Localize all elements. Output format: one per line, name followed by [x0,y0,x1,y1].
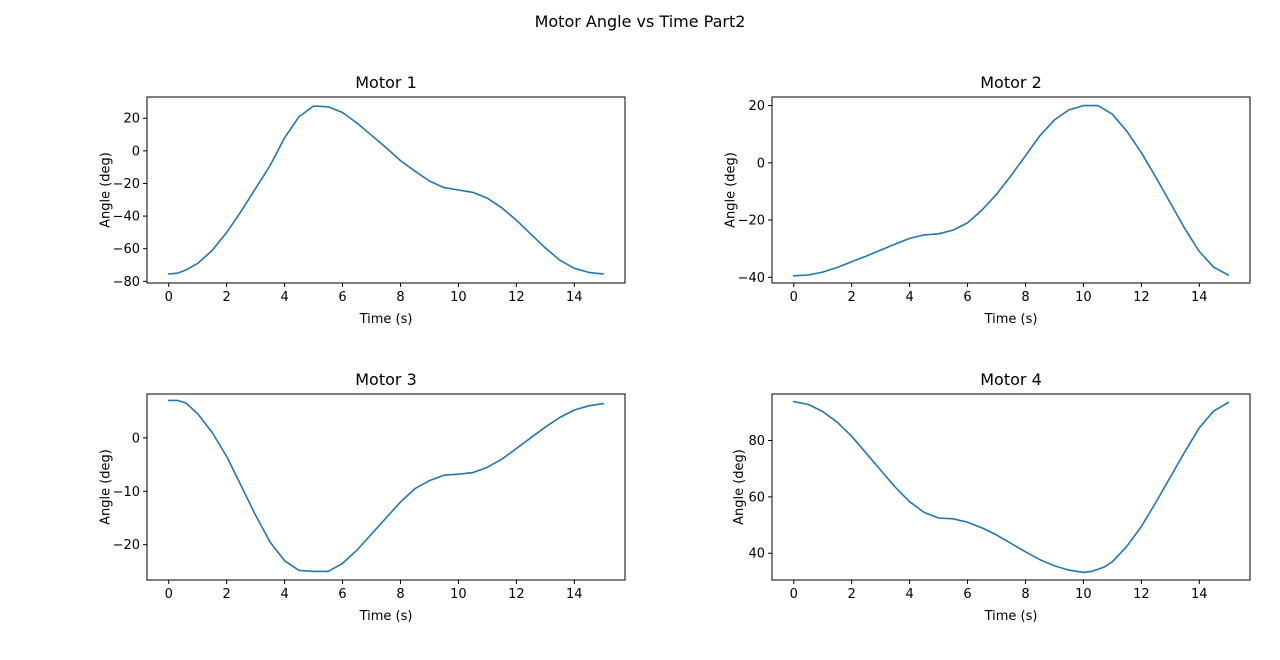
y-tick-label: −20 [113,538,140,553]
subplot-motor-2: 0 2 4 6 8 10 12 14 −40 −20 0 20 Motor 2 Time (s) Angle… [724,73,1251,327]
x-tick-label: 4 [905,290,913,305]
y-tick-label: −60 [113,242,140,257]
y-tick-label: 40 [748,547,765,562]
subplot-title: Motor 2 [980,73,1042,92]
y-tick-label: −20 [113,177,140,192]
y-tick-label: 0 [757,156,765,171]
subplot-motor-1: 0 2 4 6 8 10 12 14 −80 −60 −40 −20 0 20 Motor 1 Time (s… [99,73,626,327]
x-tick-label: 14 [1191,290,1208,305]
y-tick-label: 20 [748,99,765,114]
y-axis-label: Angle (deg) [732,449,747,525]
x-tick-label: 14 [566,290,583,305]
x-tick-label: 2 [223,587,231,602]
x-tick-label: 0 [790,290,798,305]
x-tick-label: 2 [848,587,856,602]
x-tick-label: 8 [1021,290,1029,305]
x-tick-label: 6 [338,290,346,305]
y-tick-label: −40 [113,210,140,225]
x-tick-label: 0 [165,290,173,305]
x-tick-label: 10 [1075,290,1092,305]
subplot-title: Motor 3 [355,370,417,389]
x-tick-label: 10 [1075,587,1092,602]
figure-title: Motor Angle vs Time Part2 [535,12,746,31]
series-line-2 [792,104,1230,277]
y-tick-label: −80 [113,275,140,290]
x-axis-label: Time (s) [359,312,413,327]
x-tick-label: 4 [280,587,288,602]
x-tick-label: 8 [396,290,404,305]
x-axis-label: Time (s) [984,609,1038,624]
plot-frame [771,393,1251,581]
x-tick-label: 8 [396,587,404,602]
plot-frame [771,96,1251,284]
series-line-3 [167,399,605,573]
subplot-motor-3: 0 2 4 6 8 10 12 14 −20 −10 0 Motor 3 Time (s) Angle (… [99,370,626,624]
x-tick-label: 6 [963,587,971,602]
subplot-title: Motor 4 [980,370,1042,389]
y-axis-label: Angle (deg) [724,152,739,228]
x-tick-label: 10 [450,290,467,305]
x-tick-label: 12 [508,290,525,305]
x-tick-label: 6 [963,290,971,305]
x-tick-label: 12 [1133,290,1150,305]
y-tick-label: 60 [748,490,765,505]
subplot-title: Motor 1 [355,73,417,92]
x-tick-label: 2 [848,290,856,305]
y-tick-label: −10 [113,485,140,500]
x-tick-label: 0 [790,587,798,602]
y-axis-label: Angle (deg) [99,449,114,525]
x-tick-label: 0 [165,587,173,602]
x-tick-label: 12 [1133,587,1150,602]
plot-frame [146,96,626,284]
series-line-4 [792,400,1230,574]
y-tick-label: 0 [132,431,140,446]
y-tick-label: 20 [123,112,140,127]
plot-frame [146,393,626,581]
x-tick-label: 4 [905,587,913,602]
x-axis-label: Time (s) [359,609,413,624]
y-tick-label: −40 [738,271,765,286]
subplot-motor-4: 0 2 4 6 8 10 12 14 40 60 80 Motor 4 Time (s) Angle (d… [732,370,1251,624]
y-axis-label: Angle (deg) [99,152,114,228]
y-tick-label: −20 [738,214,765,229]
series-line-1 [167,105,605,275]
x-axis-label: Time (s) [984,312,1038,327]
x-tick-label: 8 [1021,587,1029,602]
x-tick-label: 2 [223,290,231,305]
x-tick-label: 12 [508,587,525,602]
x-tick-label: 10 [450,587,467,602]
x-tick-label: 4 [280,290,288,305]
x-tick-label: 14 [1191,587,1208,602]
x-tick-label: 6 [338,587,346,602]
x-tick-label: 14 [566,587,583,602]
y-tick-label: 80 [748,434,765,449]
y-tick-label: 0 [132,144,140,159]
